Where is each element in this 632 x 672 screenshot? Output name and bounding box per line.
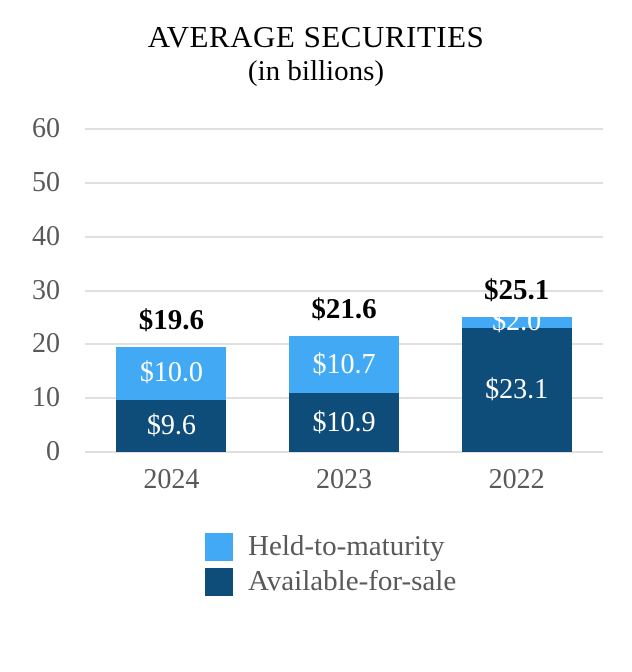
- legend-label: Available-for-sale: [248, 565, 457, 597]
- bar-segment-label: $9.6: [146, 410, 196, 442]
- grid-line: [85, 289, 603, 292]
- legend-item: Held-to-maturity: [205, 532, 456, 561]
- bar-segment: $10.0: [116, 346, 227, 401]
- legend-item: Available-for-sale: [205, 567, 456, 596]
- grid-line: [85, 235, 603, 238]
- y-axis-tick-label: 60: [32, 113, 60, 144]
- bar-segment-label: $2.0: [492, 306, 542, 338]
- y-axis-tick-label: 0: [46, 436, 60, 467]
- chart-subtitle: (in billions): [247, 54, 385, 87]
- x-axis-tick-label: 2024: [143, 464, 200, 495]
- grid-line: [85, 181, 603, 184]
- x-axis-tick-label: 2022: [488, 464, 545, 495]
- bar-segment: $23.1: [461, 327, 572, 452]
- bar-segment-label: $10.0: [139, 357, 203, 389]
- bar-segment-label: $10.9: [312, 406, 376, 438]
- bar-total-label: $21.6: [311, 292, 377, 325]
- grid-line: [85, 451, 603, 453]
- legend-label: Held-to-maturity: [248, 530, 445, 562]
- bar-segment: $10.7: [289, 335, 399, 394]
- bar-segment: $9.6: [116, 400, 227, 452]
- y-axis: 0 10 20 30 40 50 60: [0, 113, 62, 467]
- bar-segment: $10.9: [289, 393, 399, 452]
- plot-area: $9.6 $10.0 $19.6 $10.9 $10.7 $21.6 $23.1 $2.0 $2…: [85, 128, 603, 453]
- bar-total-label: $19.6: [138, 303, 204, 336]
- bar-segment-label: $10.7: [312, 348, 376, 380]
- bar-total-label: $25.1: [484, 273, 550, 306]
- x-axis: 2024 2023 2022: [85, 460, 603, 502]
- y-axis-tick-label: 50: [32, 166, 60, 198]
- bar-segment-label: $23.1: [485, 373, 549, 405]
- chart-title: AVERAGE SECURITIES: [147, 19, 485, 54]
- y-axis-tick-label: 30: [32, 274, 60, 306]
- y-axis-tick-label: 10: [32, 382, 60, 414]
- grid-line: [85, 128, 603, 130]
- legend-swatch: [205, 567, 233, 596]
- legend-swatch: [205, 532, 233, 561]
- bar-segment: $2.0: [461, 308, 572, 336]
- legend: Held-to-maturity Available-for-sale: [205, 532, 456, 596]
- chart-title-block: AVERAGE SECURITIES (in billions): [0, 19, 632, 87]
- x-axis-tick-label: 2023: [316, 464, 372, 495]
- y-axis-tick-label: 40: [32, 220, 60, 252]
- y-axis-tick-label: 20: [32, 328, 60, 360]
